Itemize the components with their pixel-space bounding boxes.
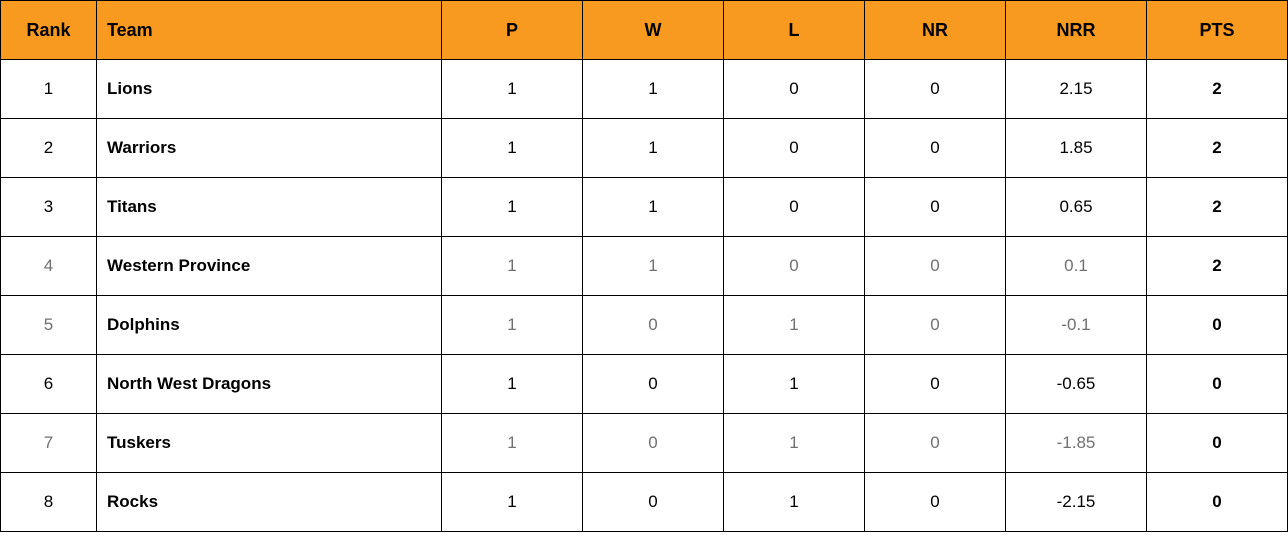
table-row: 6North West Dragons1010-0.650 bbox=[1, 355, 1288, 414]
cell-team: Western Province bbox=[97, 237, 442, 296]
cell-pts: 0 bbox=[1147, 355, 1288, 414]
table-row: 8Rocks1010-2.150 bbox=[1, 473, 1288, 532]
cell-l: 1 bbox=[724, 355, 865, 414]
table-row: 3Titans11000.652 bbox=[1, 178, 1288, 237]
cell-team: Tuskers bbox=[97, 414, 442, 473]
cell-nrr: 0.65 bbox=[1006, 178, 1147, 237]
cell-rank: 4 bbox=[1, 237, 97, 296]
cell-nr: 0 bbox=[865, 60, 1006, 119]
cell-l: 1 bbox=[724, 414, 865, 473]
cell-team: North West Dragons bbox=[97, 355, 442, 414]
cell-p: 1 bbox=[442, 414, 583, 473]
cell-rank: 7 bbox=[1, 414, 97, 473]
table-row: 5Dolphins1010-0.10 bbox=[1, 296, 1288, 355]
cell-rank: 5 bbox=[1, 296, 97, 355]
cell-nr: 0 bbox=[865, 414, 1006, 473]
cell-p: 1 bbox=[442, 473, 583, 532]
cell-nr: 0 bbox=[865, 119, 1006, 178]
cell-nr: 0 bbox=[865, 473, 1006, 532]
cell-team: Dolphins bbox=[97, 296, 442, 355]
cell-team: Lions bbox=[97, 60, 442, 119]
cell-l: 0 bbox=[724, 119, 865, 178]
cell-pts: 2 bbox=[1147, 60, 1288, 119]
cell-pts: 0 bbox=[1147, 296, 1288, 355]
cell-pts: 2 bbox=[1147, 237, 1288, 296]
cell-p: 1 bbox=[442, 119, 583, 178]
cell-nrr: 0.1 bbox=[1006, 237, 1147, 296]
table-row: 2Warriors11001.852 bbox=[1, 119, 1288, 178]
table-row: 4Western Province11000.12 bbox=[1, 237, 1288, 296]
cell-pts: 0 bbox=[1147, 414, 1288, 473]
cell-nr: 0 bbox=[865, 355, 1006, 414]
table-row: 1Lions11002.152 bbox=[1, 60, 1288, 119]
cell-pts: 0 bbox=[1147, 473, 1288, 532]
col-header-p: P bbox=[442, 1, 583, 60]
col-header-pts: PTS bbox=[1147, 1, 1288, 60]
table-header-row: RankTeamPWLNRNRRPTS bbox=[1, 1, 1288, 60]
cell-p: 1 bbox=[442, 296, 583, 355]
cell-l: 0 bbox=[724, 60, 865, 119]
cell-w: 0 bbox=[583, 296, 724, 355]
col-header-rank: Rank bbox=[1, 1, 97, 60]
col-header-w: W bbox=[583, 1, 724, 60]
cell-rank: 1 bbox=[1, 60, 97, 119]
cell-rank: 8 bbox=[1, 473, 97, 532]
cell-p: 1 bbox=[442, 178, 583, 237]
table-body: 1Lions11002.1522Warriors11001.8523Titans… bbox=[1, 60, 1288, 532]
cell-rank: 2 bbox=[1, 119, 97, 178]
cell-p: 1 bbox=[442, 60, 583, 119]
col-header-team: Team bbox=[97, 1, 442, 60]
cell-nrr: 1.85 bbox=[1006, 119, 1147, 178]
col-header-nr: NR bbox=[865, 1, 1006, 60]
cell-w: 0 bbox=[583, 355, 724, 414]
cell-team: Rocks bbox=[97, 473, 442, 532]
cell-l: 1 bbox=[724, 473, 865, 532]
col-header-nrr: NRR bbox=[1006, 1, 1147, 60]
cell-w: 1 bbox=[583, 237, 724, 296]
cell-w: 0 bbox=[583, 473, 724, 532]
cell-team: Titans bbox=[97, 178, 442, 237]
cell-w: 1 bbox=[583, 178, 724, 237]
cell-nrr: -0.65 bbox=[1006, 355, 1147, 414]
cell-p: 1 bbox=[442, 355, 583, 414]
cell-w: 0 bbox=[583, 414, 724, 473]
cell-p: 1 bbox=[442, 237, 583, 296]
cell-nr: 0 bbox=[865, 237, 1006, 296]
cell-pts: 2 bbox=[1147, 119, 1288, 178]
cell-l: 0 bbox=[724, 237, 865, 296]
cell-nr: 0 bbox=[865, 296, 1006, 355]
standings-table: RankTeamPWLNRNRRPTS 1Lions11002.1522Warr… bbox=[0, 0, 1288, 532]
col-header-l: L bbox=[724, 1, 865, 60]
cell-w: 1 bbox=[583, 119, 724, 178]
cell-rank: 3 bbox=[1, 178, 97, 237]
cell-l: 0 bbox=[724, 178, 865, 237]
cell-nr: 0 bbox=[865, 178, 1006, 237]
cell-rank: 6 bbox=[1, 355, 97, 414]
cell-nrr: -0.1 bbox=[1006, 296, 1147, 355]
cell-team: Warriors bbox=[97, 119, 442, 178]
cell-l: 1 bbox=[724, 296, 865, 355]
cell-w: 1 bbox=[583, 60, 724, 119]
cell-nrr: 2.15 bbox=[1006, 60, 1147, 119]
table-row: 7Tuskers1010-1.850 bbox=[1, 414, 1288, 473]
cell-nrr: -2.15 bbox=[1006, 473, 1147, 532]
cell-nrr: -1.85 bbox=[1006, 414, 1147, 473]
cell-pts: 2 bbox=[1147, 178, 1288, 237]
